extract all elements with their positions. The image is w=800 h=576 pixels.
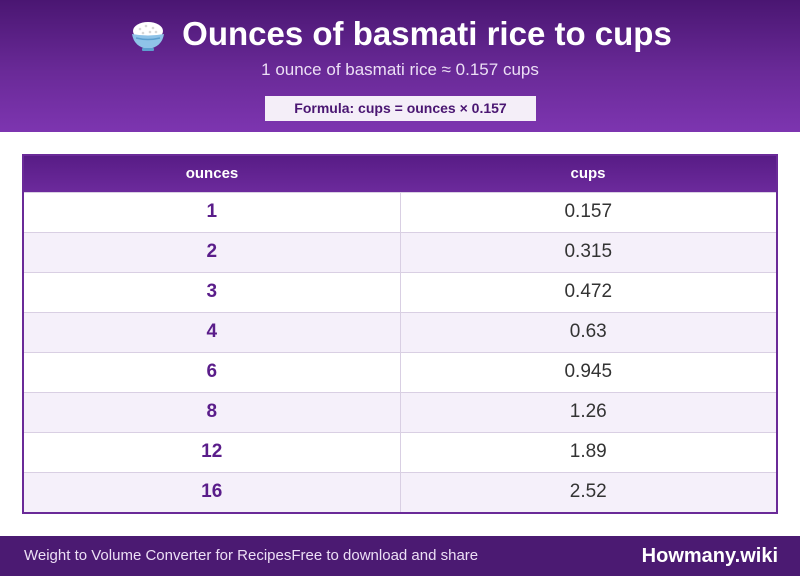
conversion-subtitle: 1 ounce of basmati rice ≈ 0.157 cups: [261, 60, 539, 79]
table-row: 6 0.945: [24, 351, 776, 392]
cups-cell: 1.89: [400, 431, 776, 472]
ounces-cell: 2: [24, 231, 401, 272]
ounces-cell: 3: [24, 271, 401, 312]
table-row: 16 2.52: [24, 471, 776, 512]
cups-cell: 1.26: [400, 391, 776, 432]
cups-cell: 0.315: [400, 231, 776, 272]
table-row: 2 0.315: [24, 231, 776, 272]
ounces-cell: 12: [24, 431, 401, 472]
ounces-cell: 6: [24, 351, 401, 392]
page-footer: Weight to Volume Converter for RecipesFr…: [0, 536, 800, 576]
cups-cell: 0.63: [400, 311, 776, 352]
table-row: 3 0.472: [24, 271, 776, 312]
cups-cell: 0.472: [400, 271, 776, 312]
ounces-cell: 1: [24, 191, 401, 232]
cups-cell: 0.945: [400, 351, 776, 392]
table-row: 12 1.89: [24, 431, 776, 472]
table-row: 1 0.157: [24, 191, 776, 232]
footer-tagline: Weight to Volume Converter for RecipesFr…: [24, 547, 479, 564]
conversion-table: ounces cups 1 0.157 2 0.315 3 0.472 4 0.…: [22, 154, 778, 514]
rice-bowl-icon: [128, 14, 168, 54]
column-header-ounces: ounces: [24, 156, 400, 192]
page-title-row: Ounces of basmati rice to cups: [0, 14, 800, 54]
ounces-cell: 4: [24, 311, 401, 352]
cups-cell: 0.157: [400, 191, 776, 232]
site-brand: Howmany.wiki: [641, 545, 778, 567]
page-header: Ounces of basmati rice to cups 1 ounce o…: [0, 0, 800, 132]
table-row: 4 0.63: [24, 311, 776, 352]
table-row: 8 1.26: [24, 391, 776, 432]
cups-cell: 2.52: [400, 471, 776, 512]
table-header-row: ounces cups: [24, 156, 776, 192]
column-header-cups: cups: [400, 156, 776, 192]
ounces-cell: 8: [24, 391, 401, 432]
formula-badge: Formula: cups = ounces × 0.157: [265, 96, 536, 121]
ounces-cell: 16: [24, 471, 401, 512]
page-title: Ounces of basmati rice to cups: [182, 15, 672, 52]
